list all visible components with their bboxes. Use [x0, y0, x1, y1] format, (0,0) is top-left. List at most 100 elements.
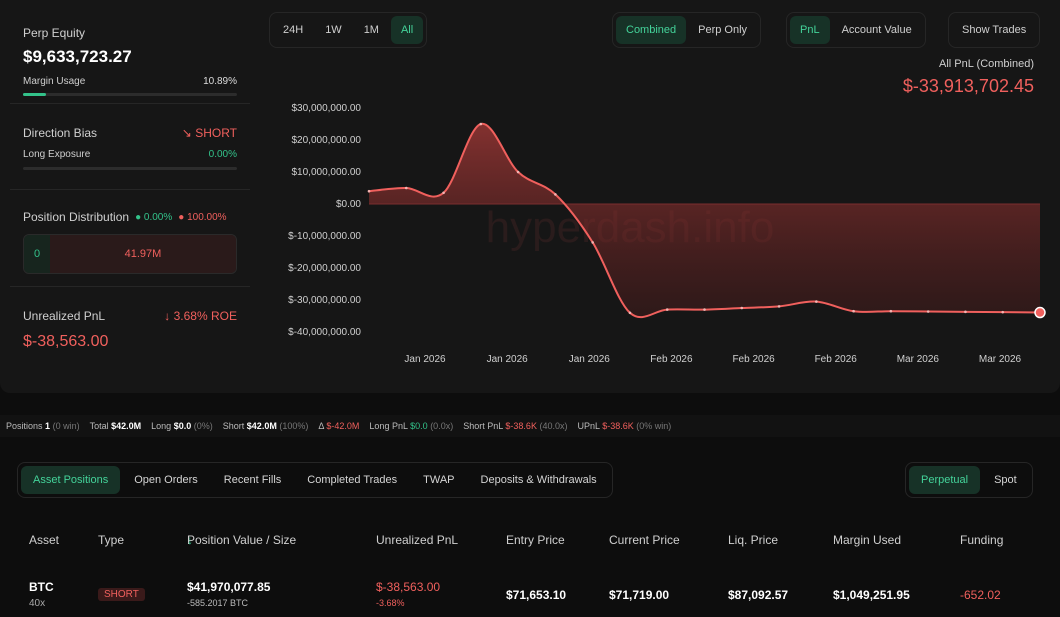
current-price: $71,719.00 — [609, 588, 670, 602]
account-overview-panel: Perp Equity $9,633,723.27 Margin Usage 1… — [10, 10, 1046, 365]
data-point — [665, 308, 669, 311]
row-unrealized-pnl: $-38,563.00 — [376, 580, 441, 594]
x-tick-label: Mar 2026 — [979, 354, 1022, 365]
position-value: $41,970,077.85 — [187, 580, 271, 594]
position-distribution-label: Position Distribution — [23, 210, 130, 224]
stat-total: Total $42.0M — [89, 421, 142, 431]
margin-usage-label: Margin Usage — [23, 76, 86, 87]
stat-positions: Positions 1 (0 win) — [6, 421, 80, 431]
x-tick-label: Feb 2026 — [650, 354, 693, 365]
pnl-summary: All PnL (Combined) $-33,913,702.45 — [903, 58, 1034, 97]
data-point — [554, 193, 557, 196]
tab-deposits-withdrawals[interactable]: Deposits & Withdrawals — [480, 474, 597, 486]
y-tick-label: $20,000,000.00 — [291, 135, 361, 146]
tab-open-orders[interactable]: Open Orders — [134, 474, 198, 486]
tab-recent-fills[interactable]: Recent Fills — [223, 474, 282, 486]
col-unrealized-pnl[interactable]: Unrealized PnL — [376, 533, 459, 547]
time-range-selector: 24H 1W 1M All — [269, 12, 428, 48]
long-distribution: ● 0.00% — [135, 211, 173, 223]
col-entry-price[interactable]: Entry Price — [506, 533, 565, 547]
x-tick-label: Jan 2026 — [569, 354, 611, 365]
col-margin-used[interactable]: Margin Used — [833, 533, 902, 547]
data-point — [777, 305, 781, 308]
data-point — [628, 311, 632, 315]
equity-label: Perp Equity — [23, 26, 86, 40]
tab-completed-trades[interactable]: Completed Trades — [307, 474, 398, 486]
show-trades-toggle: Show Trades — [948, 12, 1041, 48]
entry-price: $71,653.10 — [506, 588, 567, 602]
trend-down-icon: ↘ — [181, 126, 192, 140]
market-perpetual[interactable]: Perpetual — [909, 466, 981, 494]
x-tick-label: Jan 2026 — [404, 354, 446, 365]
data-point — [889, 309, 893, 313]
view-combined[interactable]: Combined — [616, 16, 687, 44]
x-tick-label: Mar 2026 — [897, 354, 940, 365]
data-point — [1001, 310, 1005, 314]
asset-name: BTC — [29, 580, 54, 594]
short-distribution-segment: 41.97M — [50, 235, 236, 273]
col-funding[interactable]: Funding — [960, 533, 1004, 547]
view-mode-selector: Combined Perp Only — [612, 12, 762, 48]
equity-value: $9,633,723.27 — [23, 47, 132, 66]
data-point — [926, 310, 930, 313]
show-trades-button[interactable]: Show Trades — [962, 24, 1027, 36]
market-type-tabs: Perpetual Spot — [905, 462, 1033, 498]
data-point — [404, 186, 408, 190]
view-perp-only[interactable]: Perp Only — [698, 24, 748, 36]
stat-upnl: UPnL $-38.6K (0% win) — [577, 421, 672, 431]
arrow-down-icon: ↓ — [187, 533, 193, 547]
data-point — [852, 309, 855, 313]
data-point — [964, 310, 967, 314]
col-asset[interactable]: Asset — [29, 533, 60, 547]
account-summary: Perp Equity $9,633,723.27 Margin Usage 1… — [10, 10, 250, 351]
table-row[interactable]: BTC 40x SHORT $41,970,077.85 -585.2017 B… — [0, 578, 1060, 613]
direction-bias-label: Direction Bias — [23, 126, 98, 140]
position-stats-bar: Positions 1 (0 win) Total $42.0M Long $0… — [0, 415, 1060, 437]
range-24h[interactable]: 24H — [283, 24, 304, 36]
pnl-summary-label: All PnL (Combined) — [939, 58, 1034, 70]
x-tick-label: Jan 2026 — [487, 354, 529, 365]
col-current-price[interactable]: Current Price — [609, 533, 680, 547]
market-spot[interactable]: Spot — [994, 474, 1017, 486]
stat-short: Short $42.0M (100%) — [222, 421, 309, 431]
y-tick-label: $10,000,000.00 — [291, 167, 361, 178]
data-point — [479, 122, 483, 126]
distribution-section: Position Distribution ● 0.00% ● 100.00% … — [10, 190, 250, 287]
equity-section: Perp Equity $9,633,723.27 Margin Usage 1… — [10, 10, 250, 104]
position-size: -585.2017 BTC — [187, 598, 249, 608]
data-point — [703, 308, 706, 311]
distribution-bar: 0 41.97M — [23, 234, 237, 274]
funding: -652.02 — [960, 588, 1001, 602]
metric-account-value[interactable]: Account Value — [841, 24, 912, 36]
range-all[interactable]: All — [390, 16, 424, 44]
unrealized-pnl-value: $-38,563.00 — [23, 333, 109, 350]
positions-tabs: Asset Positions Open Orders Recent Fills Co… — [17, 462, 613, 498]
data-point — [516, 170, 520, 174]
upnl-section: Unrealized PnL ↓ 3.68% ROE $-38,563.00 — [10, 287, 250, 351]
col-liq-price[interactable]: Liq. Price — [728, 533, 779, 547]
arrow-down-icon: ↓ — [164, 309, 171, 323]
col-type[interactable]: Type — [98, 533, 125, 547]
long-exposure-label: Long Exposure — [23, 149, 91, 160]
data-point — [740, 306, 744, 310]
current-point-marker — [1034, 306, 1046, 319]
range-1w[interactable]: 1W — [325, 24, 342, 36]
bias-section: Direction Bias ↘ SHORT Long Exposure 0.0… — [10, 104, 250, 190]
metric-selector: PnL Account Value — [786, 12, 926, 48]
data-point — [442, 191, 445, 195]
pnl-area — [369, 123, 1040, 318]
tab-asset-positions[interactable]: Asset Positions — [21, 466, 121, 494]
x-tick-label: Feb 2026 — [732, 354, 775, 365]
margin-usage-value: 10.89% — [203, 76, 237, 87]
stat-long-pnl: Long PnL $0.0 (0.0x) — [369, 421, 454, 431]
metric-pnl[interactable]: PnL — [790, 16, 830, 44]
positions-table-header: Asset Type Position Value / Size ↓ Unrea… — [29, 533, 1004, 547]
range-1m[interactable]: 1M — [363, 24, 379, 36]
margin-used: $1,049,251.95 — [833, 588, 910, 602]
y-tick-label: $30,000,000.00 — [291, 103, 361, 114]
stat-long: Long $0.0 (0%) — [151, 421, 213, 431]
y-tick-label: $-40,000,000.00 — [288, 327, 361, 338]
long-exposure-value: 0.00% — [208, 149, 237, 160]
tab-twap[interactable]: TWAP — [423, 474, 455, 486]
y-tick-label: $-30,000,000.00 — [288, 295, 361, 306]
